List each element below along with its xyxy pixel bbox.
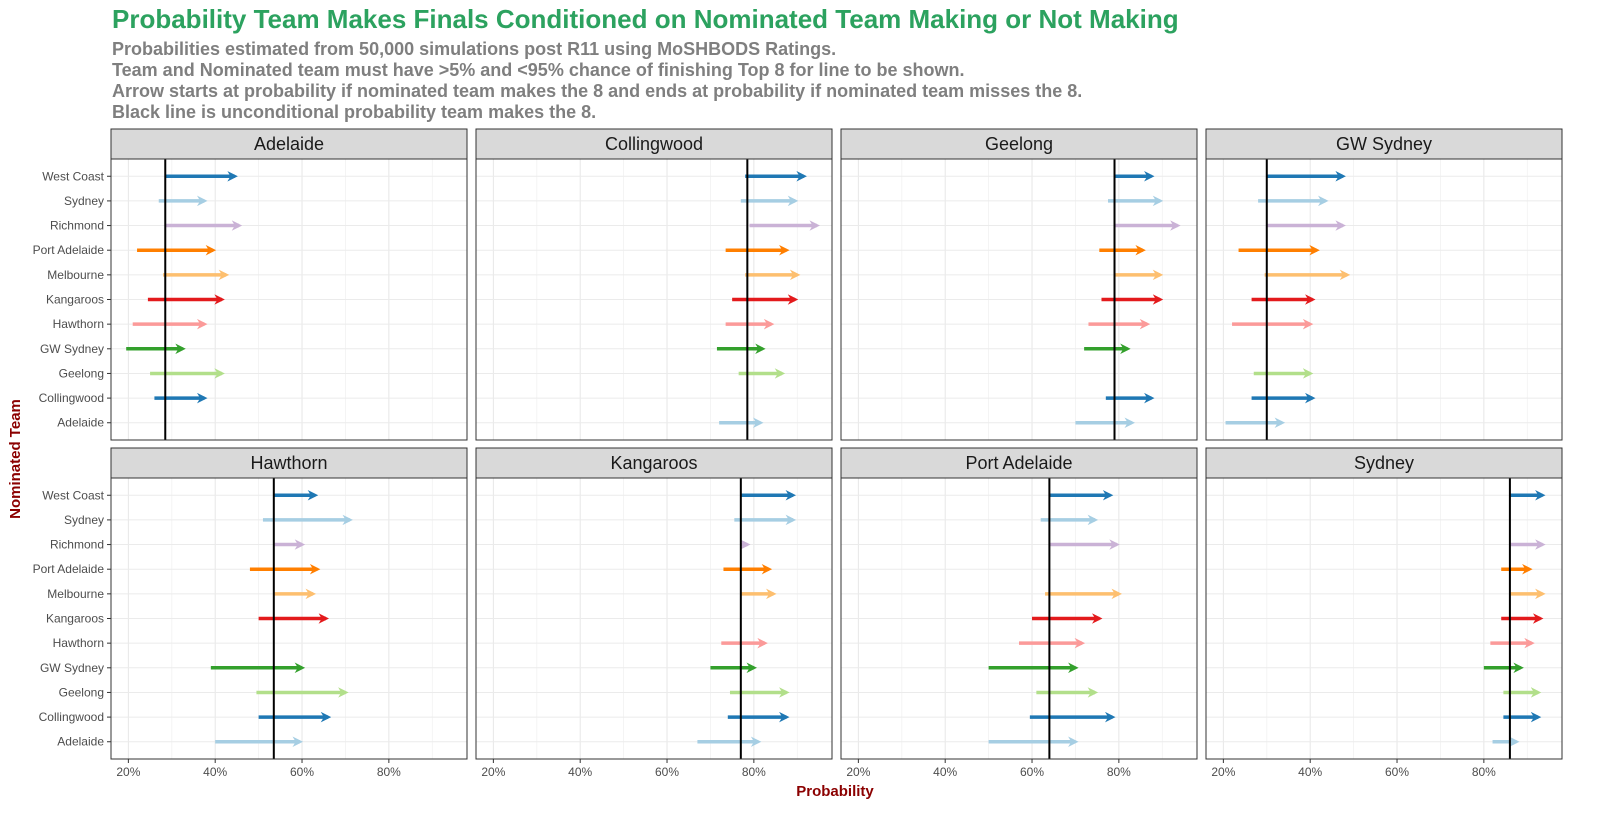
- x-tick-label: 20%: [481, 765, 505, 779]
- panel-title-hawthorn: Hawthorn: [250, 453, 327, 473]
- panel-title-collingwood: Collingwood: [605, 134, 703, 154]
- y-tick-label-hawthorn: Hawthorn: [53, 317, 104, 331]
- y-tick-label-richmond: Richmond: [50, 538, 104, 552]
- y-tick-label-adelaide: Adelaide: [57, 735, 104, 749]
- chart-subtitle-line-2: Team and Nominated team must have >5% an…: [112, 60, 965, 80]
- x-axis-label: Probability: [796, 783, 874, 800]
- y-tick-label-sydney: Sydney: [64, 194, 104, 208]
- chart-subtitle-line-4: Black line is unconditional probability …: [112, 102, 597, 122]
- chart-title: Probability Team Makes Finals Conditione…: [112, 4, 1179, 34]
- y-tick-label-kangaroos: Kangaroos: [46, 293, 104, 307]
- x-tick-label: 60%: [1385, 765, 1409, 779]
- x-tick-label: 80%: [377, 765, 401, 779]
- y-tick-label-port-adelaide: Port Adelaide: [33, 243, 105, 257]
- y-tick-label-west-coast: West Coast: [42, 169, 104, 183]
- y-tick-label-melbourne: Melbourne: [47, 268, 104, 282]
- y-tick-label-melbourne: Melbourne: [47, 587, 104, 601]
- y-tick-label-sydney: Sydney: [64, 513, 104, 527]
- panel-strip-collingwood: [475, 128, 833, 160]
- x-tick-label: 20%: [1211, 765, 1235, 779]
- y-tick-label-port-adelaide: Port Adelaide: [33, 562, 105, 576]
- panel-title-sydney: Sydney: [1354, 453, 1414, 473]
- panel-title-adelaide: Adelaide: [254, 134, 324, 154]
- y-tick-label-geelong: Geelong: [59, 366, 104, 380]
- panel-strip-port-adelaide: [840, 447, 1198, 479]
- panel-title-port-adelaide: Port Adelaide: [965, 453, 1072, 473]
- x-tick-label: 80%: [1472, 765, 1496, 779]
- x-tick-label: 20%: [846, 765, 870, 779]
- panel-border-kangaroos: [475, 477, 833, 760]
- x-tick-label: 60%: [655, 765, 679, 779]
- x-tick-label: 40%: [203, 765, 227, 779]
- panel-strip-kangaroos: [475, 447, 833, 479]
- y-tick-label-geelong: Geelong: [59, 685, 104, 699]
- panel-strip-sydney: [1205, 447, 1563, 479]
- panel-title-geelong: Geelong: [985, 134, 1053, 154]
- y-axis-label: Nominated Team: [7, 399, 24, 519]
- x-tick-label: 80%: [742, 765, 766, 779]
- panel-border-collingwood: [475, 158, 833, 441]
- x-tick-label: 60%: [290, 765, 314, 779]
- chart-subtitle-line-3: Arrow starts at probability if nominated…: [112, 81, 1083, 101]
- y-tick-label-richmond: Richmond: [50, 219, 104, 233]
- y-tick-label-gw-sydney: GW Sydney: [40, 342, 104, 356]
- y-tick-label-gw-sydney: GW Sydney: [40, 661, 104, 675]
- x-tick-label: 40%: [933, 765, 957, 779]
- x-tick-label: 20%: [116, 765, 140, 779]
- y-tick-label-collingwood: Collingwood: [39, 391, 104, 405]
- y-tick-label-adelaide: Adelaide: [57, 416, 104, 430]
- panel-strip-hawthorn: [110, 447, 468, 479]
- y-tick-label-collingwood: Collingwood: [39, 710, 104, 724]
- y-tick-label-west-coast: West Coast: [42, 488, 104, 502]
- panel-border-port-adelaide: [840, 477, 1198, 760]
- panel-border-sydney: [1205, 477, 1563, 760]
- panel-title-kangaroos: Kangaroos: [610, 453, 697, 473]
- panel-title-gw-sydney: GW Sydney: [1336, 134, 1432, 154]
- x-tick-label: 60%: [1020, 765, 1044, 779]
- x-tick-label: 40%: [1298, 765, 1322, 779]
- chart-subtitle-line-1: Probabilities estimated from 50,000 simu…: [112, 39, 837, 59]
- panel-border-gw-sydney: [1205, 158, 1563, 441]
- x-tick-label: 80%: [1107, 765, 1131, 779]
- y-tick-label-kangaroos: Kangaroos: [46, 612, 104, 626]
- panel-border-geelong: [840, 158, 1198, 441]
- y-tick-label-hawthorn: Hawthorn: [53, 636, 104, 650]
- x-tick-label: 40%: [568, 765, 592, 779]
